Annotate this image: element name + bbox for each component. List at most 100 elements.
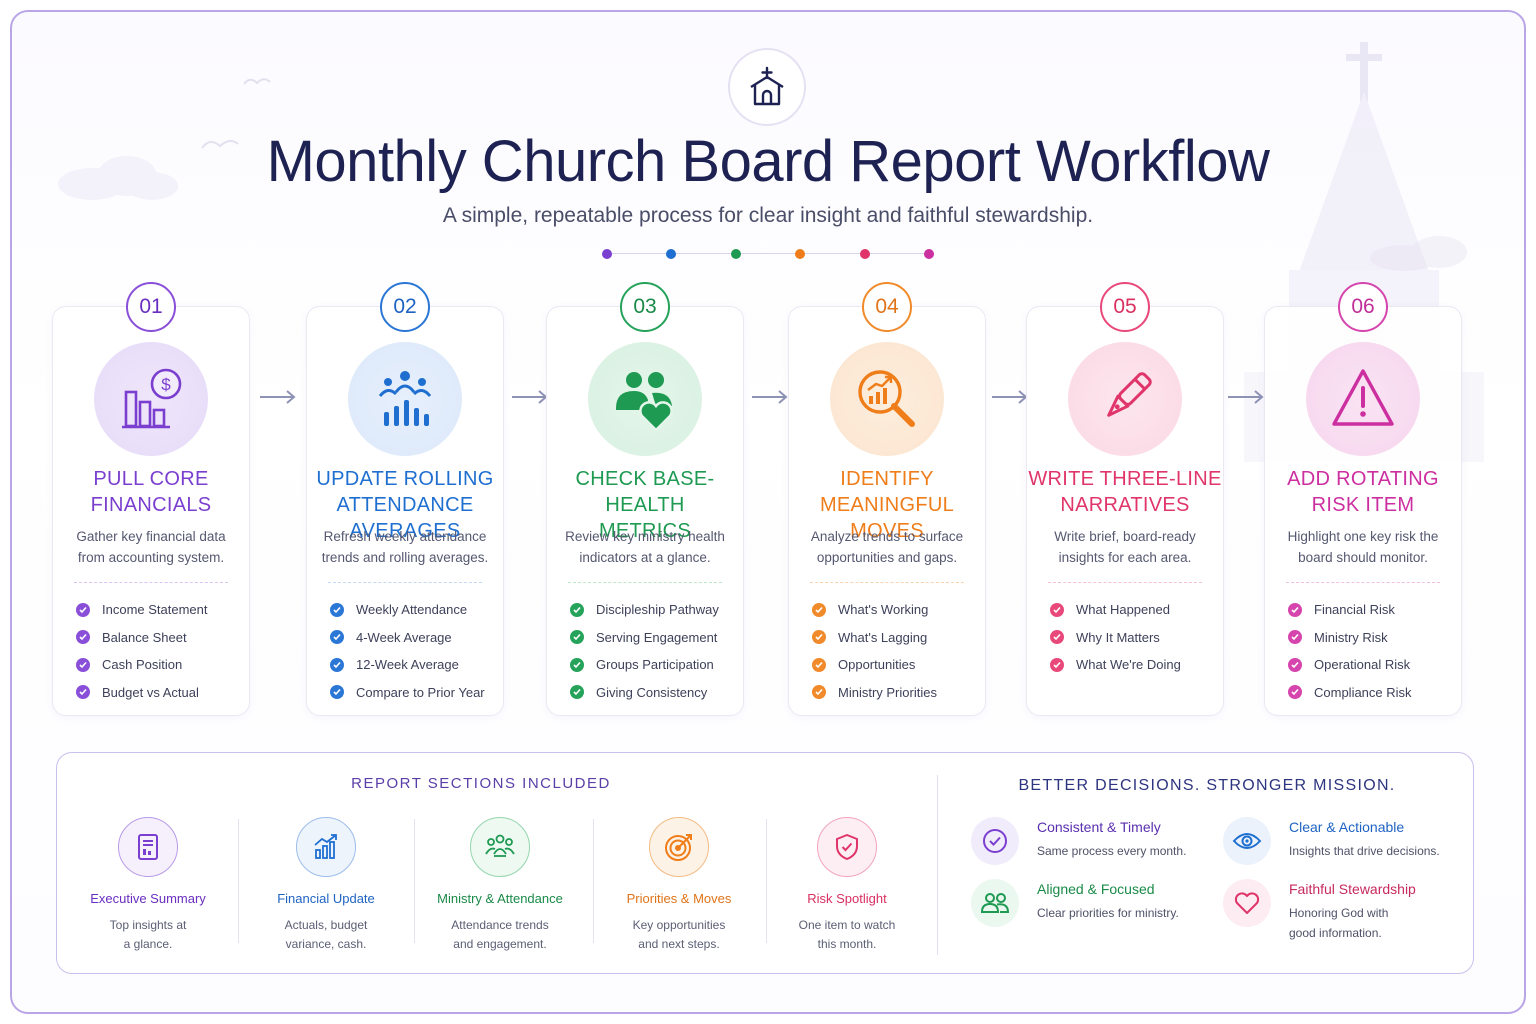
list-item: What's Working	[812, 596, 937, 624]
step-number: 03	[620, 282, 670, 332]
check-icon	[570, 685, 584, 700]
list-item: Cash Position	[76, 651, 208, 679]
step-description: Refresh weekly attendance trends and roll…	[321, 529, 489, 565]
step-number: 01	[126, 282, 176, 332]
benefit-description: Same process every month.	[1037, 844, 1187, 858]
list-item: Financial Risk	[1288, 596, 1412, 624]
list-item: Compliance Risk	[1288, 679, 1412, 707]
people-icon	[971, 879, 1019, 927]
benefit-description: Honoring God with good information.	[1289, 906, 1389, 940]
check-icon	[76, 602, 90, 617]
list-item: Discipleship Pathway	[570, 596, 719, 624]
step-checklist: What Happened Why It Matters What We're …	[1050, 596, 1181, 679]
eye-icon	[1223, 817, 1271, 865]
check-icon	[1050, 602, 1064, 617]
list-item: Ministry Risk	[1288, 624, 1412, 652]
list-item: Ministry Priorities	[812, 679, 937, 707]
check-icon	[570, 630, 584, 645]
people-heart-icon	[588, 342, 702, 456]
page-title: Monthly Church Board Report Workflow	[266, 129, 1270, 194]
step-card-04: 04 IDENTIFY MEANINGFUL MOVES Analyze tren…	[788, 282, 986, 716]
step-title: ADD ROTATING RISK ITEM	[1287, 468, 1439, 516]
section-description: Actuals, budget variance, cash.	[284, 918, 368, 951]
warning-triangle-icon	[1306, 342, 1420, 456]
benefit-title: Aligned & Focused	[1037, 881, 1155, 897]
list-item: Weekly Attendance	[330, 596, 485, 624]
benefit-aligned-focused: Aligned & Focused Clear priorities for m…	[971, 879, 1211, 935]
section-risk-spotlight: Risk Spotlight One item to watch this mon…	[762, 817, 932, 954]
step-card-03: 03 CHECK BASE-HEALTH METRICS Review key m…	[546, 282, 744, 716]
check-icon	[812, 630, 826, 645]
benefit-clear-actionable: Clear & Actionable Insights that drive d…	[1223, 817, 1463, 873]
check-icon	[570, 602, 584, 617]
step-description: Gather key financial data from accounting…	[76, 529, 226, 565]
check-icon	[76, 657, 90, 672]
page-subtitle: A simple, repeatable process for clear i…	[442, 204, 1094, 227]
section-financial-update: Financial Update Actuals, budget variance…	[241, 817, 411, 954]
list-item: Opportunities	[812, 651, 937, 679]
list-item: What We're Doing	[1050, 651, 1181, 679]
check-icon	[330, 602, 344, 617]
step-card-02: 02 UPDATE ROLLING ATTENDANCE AVERAGES Ref…	[306, 282, 504, 716]
check-icon	[330, 630, 344, 645]
check-icon	[1050, 630, 1064, 645]
check-icon	[1288, 685, 1302, 700]
section-label: Ministry & Attendance	[437, 891, 563, 906]
list-item: What Happened	[1050, 596, 1181, 624]
bird-icon	[201, 140, 239, 149]
church-icon	[728, 48, 806, 126]
heart-icon	[1223, 879, 1271, 927]
arrow-right-icon	[260, 390, 296, 404]
benefit-consistent-timely: Consistent & Timely Same process every m…	[971, 817, 1211, 873]
section-label: Risk Spotlight	[807, 891, 887, 906]
magnifier-trend-icon	[830, 342, 944, 456]
step-card-01: 01 $ PULL CORE FINANCIALS Gather key fina…	[52, 282, 250, 716]
arrow-right-icon	[1228, 390, 1264, 404]
step-number: 02	[380, 282, 430, 332]
check-icon	[812, 685, 826, 700]
section-description: Top insights at a glance.	[109, 918, 187, 951]
cloud-icon	[58, 156, 178, 200]
step-checklist: Income Statement Balance Sheet Cash Posi…	[76, 596, 208, 706]
benefits-title: BETTER DECISIONS. STRONGER MISSION.	[1018, 777, 1396, 794]
check-icon	[76, 685, 90, 700]
section-description: Key opportunities and next steps.	[632, 918, 726, 951]
step-description: Highlight one key risk the board should m…	[1287, 529, 1439, 565]
step-checklist: Financial Risk Ministry Risk Operational…	[1288, 596, 1412, 706]
check-icon	[1050, 657, 1064, 672]
financial-chart-dollar-icon: $	[94, 342, 208, 456]
check-icon	[330, 685, 344, 700]
step-description: Analyze trends to surface opportunities a…	[810, 529, 964, 565]
section-ministry-attendance: Ministry & Attendance Attendance trends a…	[415, 817, 585, 954]
svg-text:$: $	[161, 375, 171, 394]
list-item: Budget vs Actual	[76, 679, 208, 707]
step-title: UPDATE ROLLING ATTENDANCE AVERAGES	[316, 468, 494, 542]
check-icon	[330, 657, 344, 672]
list-item: What's Lagging	[812, 624, 937, 652]
list-item: Balance Sheet	[76, 624, 208, 652]
step-title: WRITE THREE-LINE NARRATIVES	[1028, 468, 1222, 516]
document-icon	[118, 817, 178, 877]
list-item: Giving Consistency	[570, 679, 719, 707]
step-description: Write brief, board-ready insights for eac…	[1054, 529, 1196, 565]
section-label: Executive Summary	[90, 891, 206, 906]
check-circle-icon	[971, 817, 1019, 865]
arrow-right-icon	[512, 390, 548, 404]
fountain-pen-icon	[1068, 342, 1182, 456]
list-item: 12-Week Average	[330, 651, 485, 679]
people-bar-chart-icon	[348, 342, 462, 456]
check-icon	[1288, 657, 1302, 672]
list-item: Why It Matters	[1050, 624, 1181, 652]
list-item: 4-Week Average	[330, 624, 485, 652]
check-icon	[1288, 630, 1302, 645]
step-number: 04	[862, 282, 912, 332]
arrow-right-icon	[752, 390, 788, 404]
arrow-right-icon	[992, 390, 1028, 404]
list-item: Income Statement	[76, 596, 208, 624]
step-card-06: 06 ADD ROTATING RISK ITEM Highlight one k…	[1264, 282, 1462, 716]
list-item: Groups Participation	[570, 651, 719, 679]
step-checklist: What's Working What's Lagging Opportunit…	[812, 596, 937, 706]
check-icon	[570, 657, 584, 672]
bird-icon	[243, 78, 271, 85]
step-description: Review key ministry health indicators at …	[565, 529, 725, 565]
